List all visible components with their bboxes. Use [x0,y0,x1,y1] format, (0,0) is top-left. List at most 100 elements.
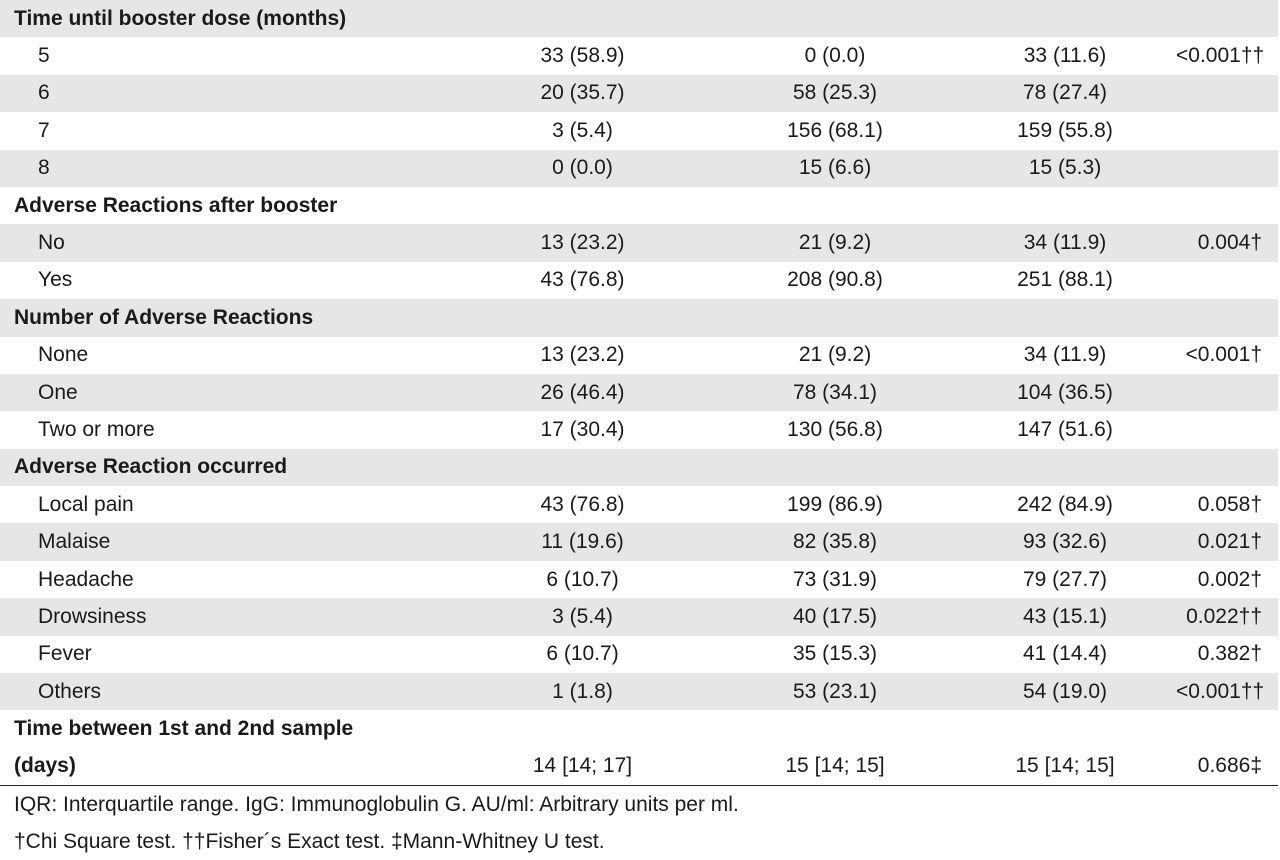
cell-group2: 156 (68.1) [787,118,883,142]
cell-group1: 43 (76.8) [540,492,625,516]
cell-group2: 208 (90.8) [787,268,883,292]
cell-group1: 3 (5.4) [552,118,613,142]
row-label: Others [0,673,455,711]
row-label: Malaise [0,523,455,561]
cell-group1: 1 (1.8) [455,673,710,711]
row-label: None [38,343,89,367]
table-row: No 13 (23.2) 21 (9.2) 34 (11.9) 0.004† [0,224,1279,262]
cell-p-value: 0.021† [1170,523,1279,561]
row-label: 7 [38,118,50,142]
cell-p-value: 0.058† [1197,492,1263,516]
cell-p-value: <0.001† [1185,343,1263,367]
cell-group2: 15 [14; 15] [710,747,960,786]
cell-group2: 21 (9.2) [798,343,872,367]
cell-total: 93 (32.6) [960,523,1170,561]
table-row: Others 1 (1.8) 53 (23.1) 54 (19.0) <0.00… [0,673,1279,711]
section-header-row: Time until booster dose (months) [0,0,1279,38]
cell-p-value [1170,149,1279,187]
cell-group2: 82 (35.8) [710,523,960,561]
row-label: Fever [38,642,92,666]
cell-p-value [1170,112,1278,149]
cell-total: 15 (5.3) [960,149,1170,187]
cell-group1: 13 (23.2) [455,224,710,262]
cell-group2: 73 (31.9) [792,567,878,591]
cell-p-value [1170,411,1278,448]
row-label: 8 [0,149,455,187]
cell-group1: 33 (58.9) [540,44,625,68]
section-header-booster-time: Time until booster dose (months) [0,0,1279,38]
cell-group1: 20 (35.7) [455,74,710,113]
footnote-abbreviations: IQR: Interquartile range. IgG: Immunoglo… [14,792,739,816]
footnote-tests: †Chi Square test. ††Fisher´s Exact test.… [14,829,605,853]
cell-p-value: 0.686‡ [1170,747,1279,786]
cell-p-value: <0.001†† [1170,673,1279,711]
cell-p-value: 0.382† [1197,642,1263,666]
cell-group2: 0 (0.0) [804,44,866,68]
table-row: 5 33 (58.9) 0 (0.0) 33 (11.6) <0.001†† [0,37,1278,74]
section-header-adverse-number: Number of Adverse Reactions [0,299,1279,337]
cell-group1: 13 (23.2) [540,343,625,367]
table-row: Headache 6 (10.7) 73 (31.9) 79 (27.7) 0.… [0,561,1278,598]
row-label: One [0,373,455,412]
cell-group2: 40 (17.5) [710,598,960,636]
cell-total: 104 (36.5) [960,373,1170,412]
section-header-row: Adverse Reactions after booster [0,187,1278,224]
cell-total: 41 (14.4) [1022,642,1108,666]
section-header-adverse-after: Adverse Reactions after booster [14,193,338,217]
cell-p-value [1170,262,1278,299]
row-label: Headache [38,567,134,591]
cell-group2: 53 (23.1) [710,673,960,711]
row-label: Two or more [38,417,155,441]
cell-p-value: 0.002† [1197,567,1263,591]
cell-total: 78 (27.4) [960,74,1170,113]
cell-total: 54 (19.0) [960,673,1170,711]
cell-total: 251 (88.1) [1017,268,1113,292]
table-row: Two or more 17 (30.4) 130 (56.8) 147 (51… [0,411,1278,448]
cell-total: 43 (15.1) [960,598,1170,636]
cell-group2: 130 (56.8) [787,417,883,441]
cell-total: 34 (11.9) [960,224,1170,262]
table-row: (days) 14 [14; 17] 15 [14; 15] 15 [14; 1… [0,747,1279,786]
cell-total: 33 (11.6) [1023,44,1107,68]
row-label: No [0,224,455,262]
cell-group1: 0 (0.0) [455,149,710,187]
cell-group1: 11 (19.6) [455,523,710,561]
cell-total: 79 (27.7) [1022,567,1108,591]
cell-group1: 6 (10.7) [546,567,619,591]
section-header-row: Adverse Reaction occurred [0,448,1279,487]
table-row: 8 0 (0.0) 15 (6.6) 15 (5.3) [0,149,1279,187]
cell-p-value: 0.004† [1170,224,1279,262]
cell-group2: 15 (6.6) [710,149,960,187]
cell-group2: 35 (15.3) [792,642,878,666]
table-row: Fever 6 (10.7) 35 (15.3) 41 (14.4) 0.382… [0,636,1278,673]
cell-total: 15 [14; 15] [960,747,1170,786]
cell-group2: 21 (9.2) [710,224,960,262]
cell-group1: 26 (46.4) [455,373,710,412]
cell-total: 147 (51.6) [1017,417,1113,441]
cell-p-value [1170,74,1279,113]
table-row: 7 3 (5.4) 156 (68.1) 159 (55.8) [0,112,1278,149]
row-label: 6 [0,74,455,113]
row-label: Drowsiness [0,598,455,636]
row-label: 5 [38,44,50,68]
cell-total: 34 (11.9) [1023,343,1107,367]
table-row: Yes 43 (76.8) 208 (90.8) 251 (88.1) [0,262,1278,299]
section-header-row: Number of Adverse Reactions [0,299,1279,337]
cell-p-value: <0.001†† [1176,44,1265,68]
cell-group1: 14 [14; 17] [455,747,710,786]
row-label: Local pain [38,492,134,516]
table-row: Drowsiness 3 (5.4) 40 (17.5) 43 (15.1) 0… [0,598,1279,636]
table-row: Malaise 11 (19.6) 82 (35.8) 93 (32.6) 0.… [0,523,1279,561]
cell-total: 159 (55.8) [1017,118,1113,142]
cell-group1: 43 (76.8) [540,268,625,292]
section-header-row: Time between 1st and 2nd sample [0,710,1278,747]
cell-group1: 17 (30.4) [540,417,625,441]
cell-total: 242 (84.9) [1017,492,1113,516]
table-row: 6 20 (35.7) 58 (25.3) 78 (27.4) [0,74,1279,113]
cell-p-value: 0.022†† [1170,598,1279,636]
section-header-adverse-occurred: Adverse Reaction occurred [0,448,1279,487]
table-row: One 26 (46.4) 78 (34.1) 104 (36.5) [0,373,1279,412]
cell-group2: 199 (86.9) [787,492,883,516]
table-row: None 13 (23.2) 21 (9.2) 34 (11.9) <0.001… [0,337,1278,374]
